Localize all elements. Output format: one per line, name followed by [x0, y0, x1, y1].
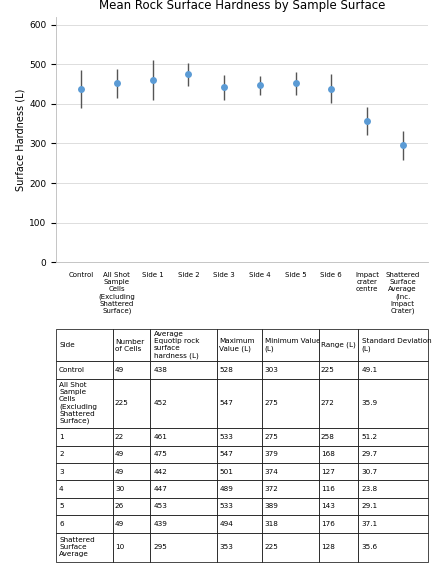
Title: Mean Rock Surface Hardness by Sample Surface: Mean Rock Surface Hardness by Sample Sur… — [99, 0, 385, 12]
Y-axis label: Surface Hardness (L): Surface Hardness (L) — [15, 89, 25, 191]
X-axis label: Sample Surface: Sample Surface — [196, 391, 288, 401]
